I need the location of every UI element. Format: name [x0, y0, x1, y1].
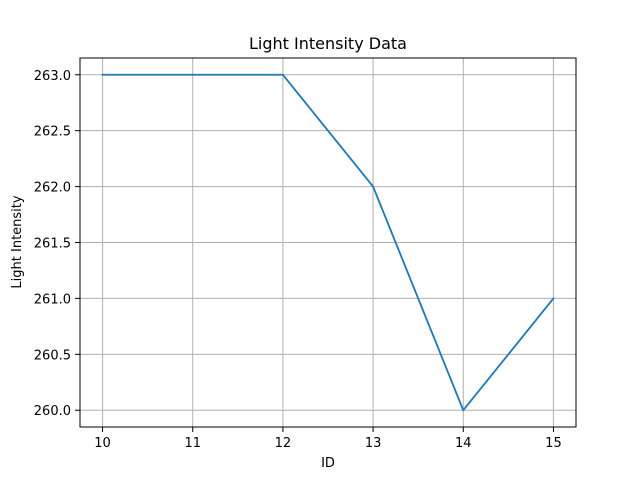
x-tick-label: 14: [455, 436, 472, 451]
chart-title: Light Intensity Data: [249, 34, 407, 53]
x-axis: 10 11 12 13 14 15: [94, 427, 562, 451]
y-tick-label: 263.0: [34, 69, 71, 84]
x-tick-label: 11: [184, 436, 201, 451]
series-layer: [101, 73, 555, 412]
plot-area: 10 11 12 13 14 15 260.0260.5261.0261.5262.026…: [34, 57, 577, 451]
y-axis-label: Light Intensity: [10, 195, 25, 288]
y-tick-label: 261.5: [34, 237, 71, 252]
x-tick-label: 12: [275, 436, 292, 451]
x-axis-label: ID: [321, 456, 335, 471]
series-line: [101, 73, 555, 412]
y-tick-label: 262.5: [34, 125, 71, 140]
x-tick-label: 15: [545, 436, 562, 451]
y-tick-label: 260.0: [34, 404, 71, 419]
x-tick-label: 10: [94, 436, 111, 451]
y-tick-label: 261.0: [34, 292, 71, 307]
y-axis: 260.0 260.5 261.0 261.5 262.0 262.5 263.0: [34, 69, 80, 419]
x-tick-label: 13: [365, 436, 382, 451]
y-tick-label: 260.5: [34, 348, 71, 363]
y-tick-label: 262.0: [34, 181, 71, 196]
